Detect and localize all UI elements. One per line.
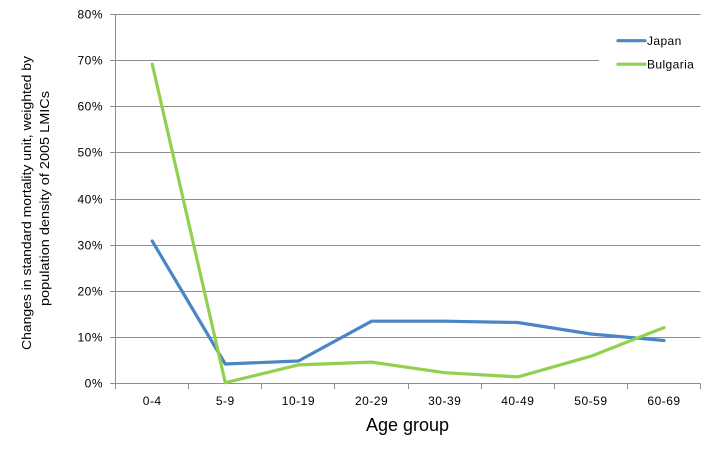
svg-text:20-29: 20-29 <box>355 394 388 408</box>
svg-text:Bulgaria: Bulgaria <box>647 57 694 71</box>
svg-text:10%: 10% <box>77 331 103 345</box>
svg-text:50-59: 50-59 <box>574 394 607 408</box>
svg-text:40-49: 40-49 <box>501 394 534 408</box>
svg-text:5-9: 5-9 <box>216 394 235 408</box>
svg-text:0%: 0% <box>85 377 103 391</box>
svg-text:60%: 60% <box>77 100 103 114</box>
svg-text:40%: 40% <box>77 193 103 207</box>
svg-text:Age group: Age group <box>366 415 449 435</box>
svg-text:70%: 70% <box>77 54 103 68</box>
svg-text:80%: 80% <box>77 8 103 22</box>
svg-text:20%: 20% <box>77 285 103 299</box>
svg-text:30%: 30% <box>77 239 103 253</box>
svg-text:Changes in standard mortality: Changes in standard mortality unit, weig… <box>19 55 34 350</box>
svg-text:30-39: 30-39 <box>428 394 461 408</box>
svg-text:50%: 50% <box>77 146 103 160</box>
svg-text:population density of 2005 LMI: population density of 2005 LMICs <box>37 90 52 306</box>
svg-text:10-19: 10-19 <box>282 394 315 408</box>
svg-text:Japan: Japan <box>647 34 682 48</box>
svg-text:60-69: 60-69 <box>647 394 680 408</box>
svg-text:0-4: 0-4 <box>143 394 162 408</box>
